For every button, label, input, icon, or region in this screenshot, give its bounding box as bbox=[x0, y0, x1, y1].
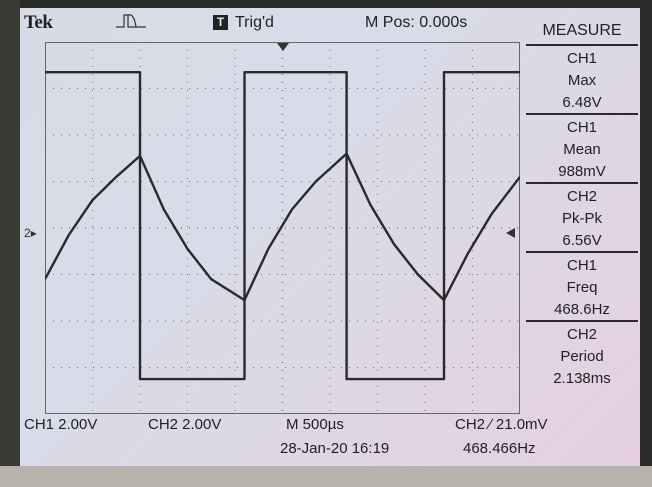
measure-type: Freq bbox=[566, 279, 598, 296]
measure-panel: MEASURE CH1 Max 6.48V CH1 Mean 988mV CH2 Pk-Pk 6… bbox=[526, 18, 638, 416]
graticule-grid bbox=[45, 42, 520, 414]
horizontal-position: M Pos: 0.000s bbox=[365, 14, 468, 31]
trigger-setting: CH2 ∕ 21.0mV bbox=[455, 416, 548, 433]
measure-source: CH1 bbox=[566, 50, 597, 67]
trigger-position-icon bbox=[277, 43, 289, 51]
measure-value: 988mV bbox=[558, 163, 606, 180]
measure-source: CH1 bbox=[566, 119, 597, 136]
measure-title: MEASURE bbox=[526, 18, 638, 46]
datetime: 28-Jan-20 16:19 bbox=[280, 440, 390, 457]
waveform-traces bbox=[45, 71, 520, 381]
brand-logo: Tek bbox=[24, 12, 53, 33]
ground-marker-label: 2 bbox=[24, 226, 31, 240]
trace-ch2 bbox=[45, 152, 520, 302]
oscilloscope-screen: Tek T Trig'd M Pos: 0.000s 2▸ MEASURE CH… bbox=[20, 8, 640, 466]
status-bar: Tek T Trig'd M Pos: 0.000s bbox=[20, 8, 520, 36]
measure-item: CH1 Max 6.48V bbox=[526, 46, 638, 115]
trigger-status: Trig'd bbox=[235, 14, 274, 31]
measure-type: Mean bbox=[563, 141, 601, 158]
scope-bezel-bottom bbox=[0, 466, 652, 487]
trace-ch1 bbox=[45, 71, 520, 381]
timebase: M 500µs bbox=[286, 416, 344, 433]
trigger-badge: T bbox=[213, 15, 228, 30]
measure-item: CH1 Mean 988mV bbox=[526, 115, 638, 184]
measure-item: CH2 Pk-Pk 6.56V bbox=[526, 184, 638, 253]
measure-list: CH1 Max 6.48V CH1 Mean 988mV CH2 Pk-Pk 6.56V CH1 F… bbox=[526, 46, 638, 391]
measure-item: CH2 Period 2.138ms bbox=[526, 322, 638, 391]
ch1-scale: CH1 2.00V bbox=[24, 416, 98, 433]
measure-source: CH2 bbox=[566, 188, 597, 205]
measure-source: CH1 bbox=[566, 257, 597, 274]
measure-value: 2.138ms bbox=[553, 370, 611, 387]
ch2-scale: CH2 2.00V bbox=[148, 416, 222, 433]
measure-source: CH2 bbox=[566, 326, 597, 343]
measure-value: 6.56V bbox=[562, 232, 602, 249]
trigger-frequency: 468.466Hz bbox=[463, 440, 536, 457]
scale-bar: CH1 2.00V CH2 2.00V M 500µs CH2 ∕ 21.0mV… bbox=[20, 414, 640, 466]
ground-marker: 2▸ bbox=[24, 226, 37, 240]
trigger-level-icon bbox=[506, 228, 515, 238]
measure-value: 468.6Hz bbox=[554, 301, 610, 318]
pulse-waveform-icon bbox=[116, 14, 146, 28]
measure-item: CH1 Freq 468.6Hz bbox=[526, 253, 638, 322]
measure-type: Pk-Pk bbox=[561, 210, 602, 227]
scope-bezel-left bbox=[0, 0, 20, 487]
measure-type: Max bbox=[567, 72, 597, 89]
measure-type: Period bbox=[560, 348, 604, 365]
waveform-display bbox=[45, 42, 520, 414]
measure-value: 6.48V bbox=[562, 94, 602, 111]
